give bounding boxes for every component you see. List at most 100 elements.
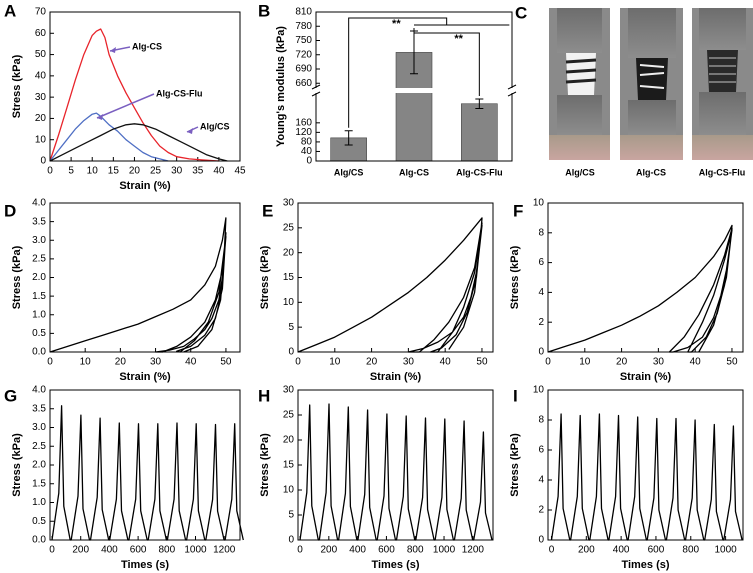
- y-tick-label: 6: [538, 445, 544, 456]
- x-tick-label: 45: [234, 166, 246, 177]
- y-tick-label: 2.0: [32, 460, 46, 471]
- axes-frame: [297, 202, 494, 353]
- line: [297, 217, 483, 353]
- panel-letter: F: [513, 201, 523, 220]
- y-tick-label: 10: [35, 134, 47, 145]
- x-tick-label: Alg-CS-Flu: [456, 167, 503, 177]
- line: [51, 405, 244, 541]
- x-tick-label: 20: [115, 357, 127, 368]
- y-tick-label: 0: [40, 156, 46, 167]
- y-tick-label: 720: [295, 49, 312, 60]
- axes-frame: [547, 389, 744, 541]
- x-tick-label: 15: [108, 166, 120, 177]
- series-label: Alg-CS: [132, 41, 162, 51]
- x-tick-label: 0: [549, 545, 555, 556]
- axes-frame: [297, 389, 494, 541]
- significance-label: **: [454, 33, 463, 45]
- y-tick-label: 1.0: [32, 497, 46, 508]
- axis-break-gap: [508, 88, 516, 93]
- x-axis-label: Strain (%): [370, 371, 422, 383]
- x-tick-label: 25: [150, 166, 162, 177]
- y-tick-label: 4.0: [32, 198, 46, 209]
- y-tick-label: 660: [295, 78, 312, 89]
- y-tick-label: 5: [288, 510, 294, 521]
- y-tick-label: 0.0: [32, 535, 46, 546]
- x-tick-label: 20: [129, 166, 141, 177]
- x-tick-label: 30: [171, 166, 183, 177]
- arrow-head: [187, 128, 193, 134]
- x-tick-label: 5: [68, 166, 74, 177]
- significance-bracket: [413, 28, 480, 96]
- y-tick-label: 0: [306, 156, 312, 167]
- x-tick-label: 1200: [462, 545, 485, 556]
- line: [49, 217, 227, 353]
- y-tick-label: 3.0: [32, 235, 46, 246]
- axes-frame: [49, 11, 241, 162]
- x-axis-label: Times (s): [621, 559, 669, 571]
- y-tick-label: 3.0: [32, 422, 46, 433]
- error-bar: [344, 130, 353, 146]
- x-axis-label: Times (s): [371, 559, 419, 571]
- x-tick-label: 50: [220, 357, 232, 368]
- x-tick-label: 0: [545, 357, 551, 368]
- arrow-head: [97, 114, 103, 120]
- y-tick-label: 4: [538, 475, 544, 486]
- photo: [549, 8, 610, 160]
- y-axis-label: Stress (kPa): [11, 433, 23, 497]
- axis-break-mark: [311, 84, 321, 97]
- axis-break-gap: [395, 88, 433, 93]
- y-tick-label: 10: [533, 198, 545, 209]
- axis-break-gap: [312, 88, 320, 93]
- x-tick-label: 1000: [714, 545, 737, 556]
- axis-break-mark: [507, 84, 517, 97]
- x-axis-label: Strain (%): [119, 371, 171, 383]
- y-tick-label: 20: [283, 435, 295, 446]
- x-axis-label: Times (s): [121, 559, 169, 571]
- y-tick-label: 2.0: [32, 272, 46, 283]
- x-tick-label: 30: [150, 357, 162, 368]
- significance-label: **: [392, 18, 401, 30]
- y-tick-label: 120: [295, 127, 312, 138]
- x-tick-label: 10: [80, 357, 92, 368]
- y-tick-label: 4.0: [32, 385, 46, 396]
- y-tick-label: 30: [35, 92, 47, 103]
- y-tick-label: 2.5: [32, 254, 46, 265]
- y-tick-label: 0: [538, 535, 544, 546]
- x-tick-label: 40: [213, 166, 225, 177]
- x-tick-label: 400: [613, 545, 630, 556]
- annotation-arrow: [96, 93, 155, 119]
- x-tick-label: 20: [616, 357, 628, 368]
- panel-letter: G: [4, 386, 17, 405]
- y-tick-label: 10: [283, 297, 295, 308]
- x-tick-label: 10: [579, 357, 591, 368]
- y-axis-label: Stress (kPa): [11, 245, 23, 309]
- panel-letter: A: [4, 1, 16, 20]
- y-tick-label: 15: [283, 272, 295, 283]
- y-tick-label: 0.5: [32, 328, 46, 339]
- x-tick-label: 50: [476, 357, 488, 368]
- x-tick-label: 40: [185, 357, 197, 368]
- bar: [461, 103, 498, 162]
- photo-label: Alg-CS: [636, 167, 666, 177]
- y-tick-label: 3.5: [32, 216, 46, 227]
- y-tick-label: 5: [288, 322, 294, 333]
- y-tick-label: 2: [538, 505, 544, 516]
- line: [49, 28, 219, 162]
- x-tick-label: 800: [682, 545, 699, 556]
- y-tick-label: 1.5: [32, 291, 46, 302]
- x-tick-label: 200: [320, 545, 337, 556]
- error-bar: [475, 98, 484, 110]
- arrow-head: [110, 47, 116, 53]
- line: [299, 403, 493, 541]
- x-axis-label: Strain (%): [620, 371, 672, 383]
- photo: [692, 8, 753, 160]
- x-tick-label: 35: [192, 166, 204, 177]
- line: [49, 123, 228, 162]
- axes-frame: [547, 202, 744, 353]
- panel-letter: E: [262, 201, 273, 220]
- y-tick-label: 4: [538, 287, 544, 298]
- panel-letter: C: [515, 3, 527, 22]
- x-tick-label: 30: [403, 357, 415, 368]
